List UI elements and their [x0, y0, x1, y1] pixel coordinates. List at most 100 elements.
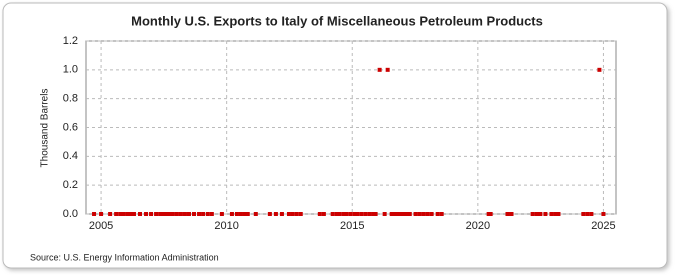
data-point — [149, 212, 154, 216]
data-point — [553, 212, 558, 216]
data-point — [429, 212, 434, 216]
data-point — [121, 212, 126, 216]
data-point — [209, 212, 214, 216]
data-point — [238, 212, 243, 216]
data-point — [597, 67, 602, 72]
data-point — [413, 212, 418, 216]
data-point — [404, 212, 409, 216]
data-point — [435, 212, 440, 216]
data-point — [167, 212, 172, 216]
data-point — [439, 212, 444, 216]
y-tick-label: 0.8 — [63, 93, 78, 105]
data-point — [337, 212, 342, 216]
y-tick-label: 0.6 — [63, 121, 78, 133]
x-tick-label: 2025 — [591, 220, 615, 232]
data-point — [243, 212, 247, 216]
data-point — [385, 67, 390, 72]
data-point — [407, 212, 412, 216]
data-point — [344, 212, 349, 216]
data-point — [373, 212, 378, 216]
y-tick-label: 1.0 — [63, 64, 78, 76]
data-point — [99, 212, 104, 216]
data-point — [488, 212, 493, 216]
data-point — [486, 212, 491, 216]
data-point — [530, 212, 535, 216]
data-point — [395, 212, 400, 216]
data-point — [556, 212, 561, 216]
data-point — [589, 212, 594, 216]
data-point — [509, 212, 514, 216]
data-point — [144, 212, 149, 216]
data-point — [538, 212, 543, 216]
chart-title: Monthly U.S. Exports to Italy of Miscell… — [131, 13, 543, 28]
x-tick-label: 2020 — [466, 220, 490, 232]
data-point — [219, 212, 224, 216]
data-point — [253, 212, 258, 216]
data-point — [158, 212, 163, 216]
data-point — [118, 212, 123, 216]
data-point — [317, 212, 322, 216]
data-point — [355, 212, 360, 216]
data-point — [392, 212, 397, 216]
data-point — [298, 212, 303, 216]
data-point — [161, 212, 166, 216]
data-point — [389, 212, 394, 216]
y-tick-label: 0.2 — [63, 179, 78, 191]
y-tick-label: 0.0 — [63, 208, 78, 220]
data-point — [178, 212, 183, 216]
x-tick-label: 2005 — [89, 220, 113, 232]
data-point — [371, 212, 376, 216]
data-point — [601, 212, 606, 216]
data-point — [341, 212, 346, 216]
data-point — [138, 212, 143, 216]
y-tick-label: 1.2 — [63, 35, 78, 47]
data-point — [367, 212, 372, 216]
data-point — [128, 212, 133, 216]
data-point — [543, 212, 548, 216]
data-point — [425, 212, 430, 216]
x-tick-label: 2015 — [340, 220, 364, 232]
data-point — [417, 212, 422, 216]
data-point — [201, 212, 206, 216]
data-point — [421, 212, 426, 216]
data-point — [229, 212, 234, 216]
data-point — [585, 212, 590, 216]
data-point — [245, 212, 250, 216]
data-point — [401, 212, 406, 216]
data-point — [170, 212, 175, 216]
data-point — [294, 212, 299, 216]
data-point — [205, 212, 210, 216]
data-point — [290, 212, 295, 216]
data-point — [164, 212, 169, 216]
data-point — [352, 212, 357, 216]
data-point — [267, 212, 272, 216]
data-point — [505, 212, 510, 216]
data-point — [398, 212, 403, 216]
data-point — [534, 212, 539, 216]
data-point — [197, 212, 202, 216]
data-point — [92, 212, 97, 216]
data-point — [192, 212, 197, 216]
data-point — [174, 212, 179, 216]
source-note: Source: U.S. Energy Information Administ… — [30, 252, 219, 262]
data-point — [108, 212, 113, 216]
data-point — [363, 212, 368, 216]
data-point — [348, 212, 353, 216]
data-point — [131, 212, 136, 216]
data-point — [186, 212, 191, 216]
data-point — [182, 212, 187, 216]
data-point — [334, 212, 339, 216]
y-axis-label: Thousand Barrels — [40, 89, 51, 168]
data-point — [125, 212, 130, 216]
data-point — [382, 212, 387, 216]
data-point — [114, 212, 119, 216]
data-point — [279, 212, 284, 216]
x-tick-label: 2010 — [214, 220, 238, 232]
data-point — [359, 212, 364, 216]
data-point — [321, 212, 326, 216]
data-point — [154, 212, 159, 216]
data-point — [549, 212, 554, 216]
data-point — [234, 212, 239, 216]
